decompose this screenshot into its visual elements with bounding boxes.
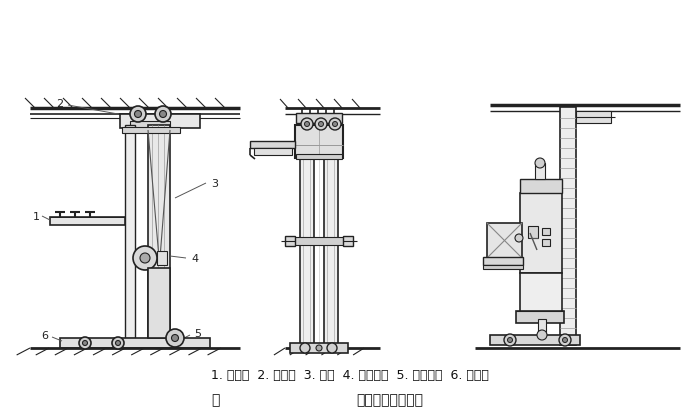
Text: 1. 载货台  2. 上横梁  3. 立柱  4. 起升机构  5. 运行机构  6. 下横梁: 1. 载货台 2. 上横梁 3. 立柱 4. 起升机构 5. 运行机构 6. 下… bbox=[211, 369, 489, 382]
Circle shape bbox=[134, 111, 141, 118]
Circle shape bbox=[112, 337, 124, 349]
Bar bbox=[520, 194, 562, 273]
Circle shape bbox=[166, 329, 184, 347]
Circle shape bbox=[116, 341, 120, 346]
Bar bbox=[516, 311, 564, 323]
Bar bbox=[483, 257, 523, 266]
Bar bbox=[490, 335, 580, 345]
Text: 2: 2 bbox=[57, 99, 64, 109]
Text: 4: 4 bbox=[191, 254, 199, 263]
Text: 5: 5 bbox=[195, 328, 202, 338]
Circle shape bbox=[172, 335, 178, 342]
Bar bbox=[295, 126, 343, 159]
Circle shape bbox=[508, 338, 512, 343]
Bar bbox=[250, 142, 295, 149]
Bar bbox=[542, 240, 550, 247]
Bar bbox=[296, 114, 342, 124]
Bar bbox=[60, 338, 210, 348]
Bar bbox=[538, 319, 546, 333]
Bar bbox=[528, 226, 538, 238]
Bar bbox=[125, 126, 135, 338]
Bar bbox=[520, 180, 562, 194]
Circle shape bbox=[504, 334, 516, 346]
Bar bbox=[120, 115, 200, 129]
Circle shape bbox=[332, 122, 337, 127]
Circle shape bbox=[515, 235, 523, 242]
Bar bbox=[576, 112, 611, 124]
Bar bbox=[148, 268, 170, 338]
Text: 1: 1 bbox=[33, 211, 40, 221]
Circle shape bbox=[301, 119, 313, 131]
Bar bbox=[542, 228, 550, 235]
Circle shape bbox=[300, 343, 310, 353]
Circle shape bbox=[130, 107, 146, 123]
Circle shape bbox=[316, 345, 322, 351]
Bar bbox=[157, 252, 167, 266]
Circle shape bbox=[329, 119, 341, 131]
Bar bbox=[50, 218, 125, 225]
Text: 3: 3 bbox=[211, 178, 218, 189]
Text: 6: 6 bbox=[41, 330, 48, 340]
Circle shape bbox=[79, 337, 91, 349]
Circle shape bbox=[155, 107, 171, 123]
Circle shape bbox=[160, 111, 167, 118]
Bar bbox=[293, 237, 345, 245]
Circle shape bbox=[537, 330, 547, 340]
Circle shape bbox=[83, 341, 88, 346]
Bar bbox=[483, 266, 523, 269]
Circle shape bbox=[563, 338, 568, 343]
Bar bbox=[560, 108, 576, 345]
Bar bbox=[296, 154, 342, 159]
Circle shape bbox=[559, 334, 571, 346]
Circle shape bbox=[327, 343, 337, 353]
Circle shape bbox=[304, 122, 309, 127]
Bar bbox=[285, 236, 295, 247]
Bar bbox=[122, 128, 180, 134]
Circle shape bbox=[318, 122, 323, 127]
Bar bbox=[324, 156, 338, 345]
Bar bbox=[535, 164, 545, 180]
Bar bbox=[254, 149, 292, 156]
Text: 巷道堆垛机的结构: 巷道堆垛机的结构 bbox=[356, 392, 424, 406]
Bar bbox=[155, 336, 183, 348]
Bar bbox=[300, 156, 314, 345]
Bar bbox=[148, 126, 170, 338]
Text: 图: 图 bbox=[211, 392, 219, 406]
Circle shape bbox=[140, 254, 150, 263]
Circle shape bbox=[315, 119, 327, 131]
Bar bbox=[520, 273, 562, 313]
Bar bbox=[290, 343, 348, 353]
Bar bbox=[487, 223, 522, 259]
Circle shape bbox=[535, 159, 545, 169]
Bar bbox=[343, 236, 353, 247]
Circle shape bbox=[133, 247, 157, 271]
Bar bbox=[130, 122, 170, 129]
